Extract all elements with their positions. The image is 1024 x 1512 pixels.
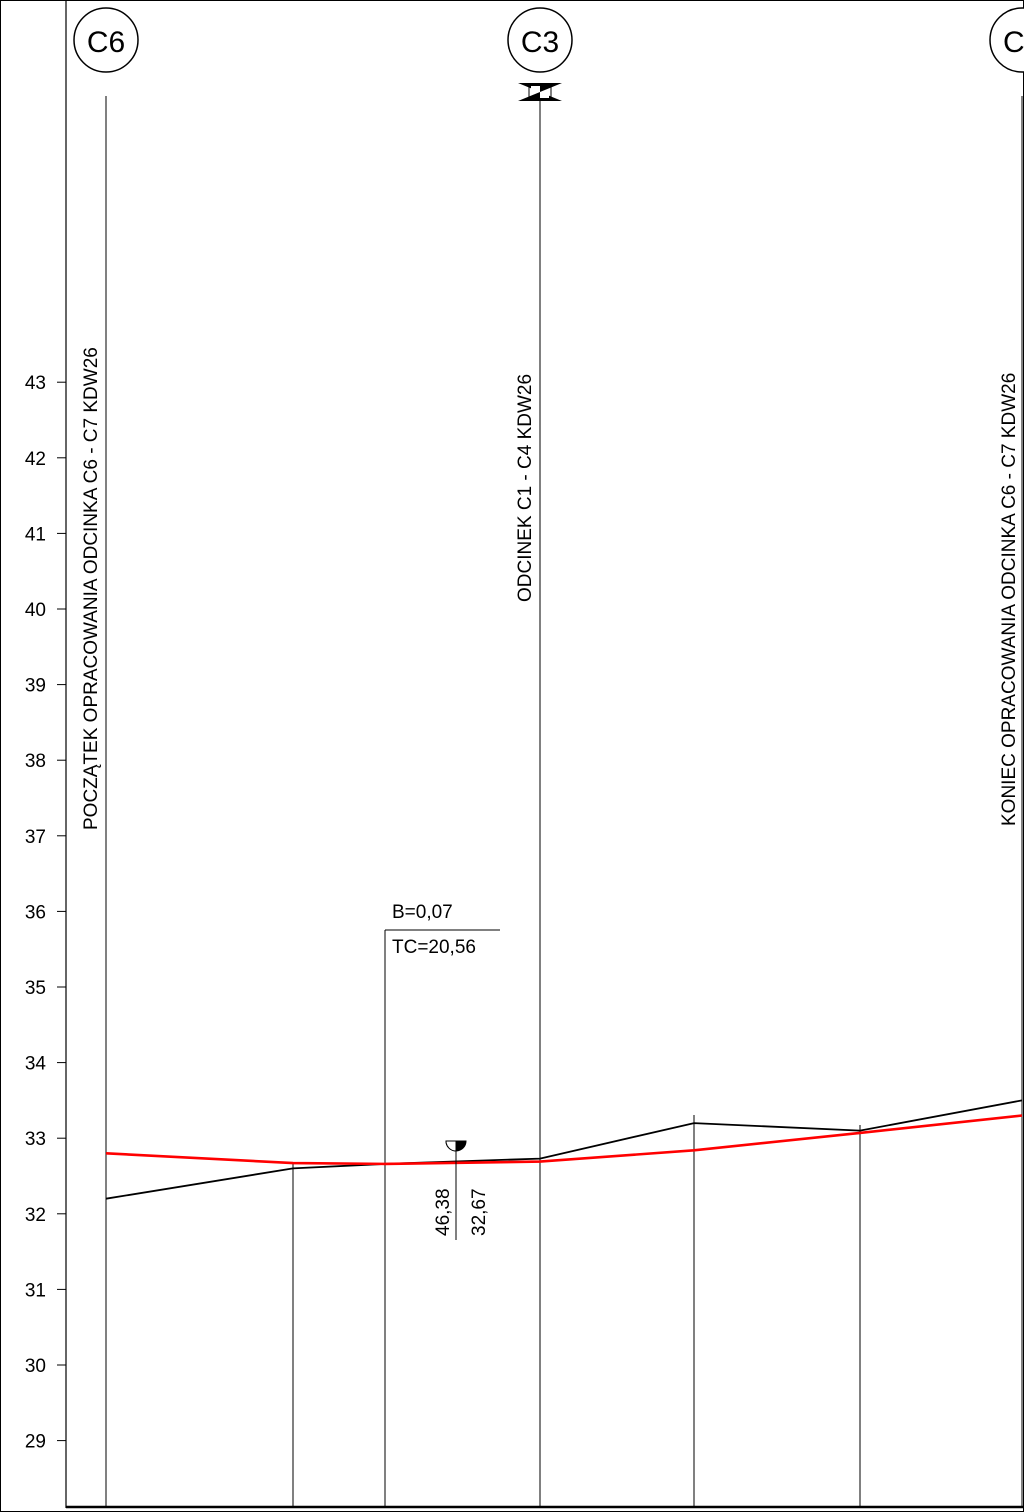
- axis-tick-label: 38: [25, 751, 46, 772]
- low-point-annotation: 46,38 32,67: [433, 1140, 490, 1240]
- start-label: POCZĄTEK OPRACOWANIA ODCINKA C6 - C7 KDW…: [81, 347, 102, 830]
- elevation-axis: 43 42 41 40 39 38 37 36 35 34 33 32 31 30 29: [25, 373, 66, 1453]
- axis-tick-label: 31: [25, 1280, 46, 1301]
- segment-label: ODCINEK C1 - C4 KDW26: [515, 374, 536, 602]
- axis-tick-label: 37: [25, 827, 46, 848]
- axis-tick-label: 34: [25, 1054, 47, 1075]
- axis-tick-label: 30: [25, 1356, 46, 1377]
- station-c7-label: C: [1003, 26, 1024, 59]
- curve-b-value: B=0,07: [392, 902, 453, 923]
- station-c6-bubble: [73, 7, 139, 73]
- station-c7: C: [989, 7, 1024, 73]
- station-c6: C6: [73, 7, 139, 73]
- curve-tc-value: TC=20,56: [392, 937, 476, 958]
- axis-tick-label: 41: [25, 524, 46, 545]
- axis-tick-label: 35: [25, 978, 46, 999]
- low-point-chainage: 46,38: [433, 1188, 454, 1236]
- station-c3: C3: [507, 7, 573, 73]
- station-c3-label: C3: [521, 26, 559, 59]
- axis-tick-label: 40: [25, 600, 46, 621]
- low-point-elevation: 32,67: [469, 1188, 490, 1236]
- axis-tick-label: 42: [25, 449, 46, 470]
- station-c6-label: C6: [87, 26, 125, 59]
- axis-tick-label: 32: [25, 1205, 46, 1226]
- end-label: KONIEC OPRACOWANIA ODCINKA C6 - C7 KDW26: [999, 373, 1020, 826]
- station-c3-bubble: [507, 7, 573, 73]
- axis-tick-label: 43: [25, 373, 46, 394]
- station-c7-bubble: [989, 7, 1024, 73]
- junction-marker-icon: [518, 83, 562, 101]
- vertical-curve-annotation: B=0,07 TC=20,56: [384, 902, 500, 1170]
- terrain-line: [105, 1099, 1023, 1200]
- design-line: [105, 1114, 1023, 1166]
- profile-lines: [105, 1099, 1023, 1200]
- axis-tick-label: 29: [25, 1432, 46, 1453]
- axis-tick-label: 39: [25, 676, 46, 697]
- axis-tick-label: 36: [25, 902, 46, 923]
- axis-tick-label: 33: [25, 1129, 46, 1150]
